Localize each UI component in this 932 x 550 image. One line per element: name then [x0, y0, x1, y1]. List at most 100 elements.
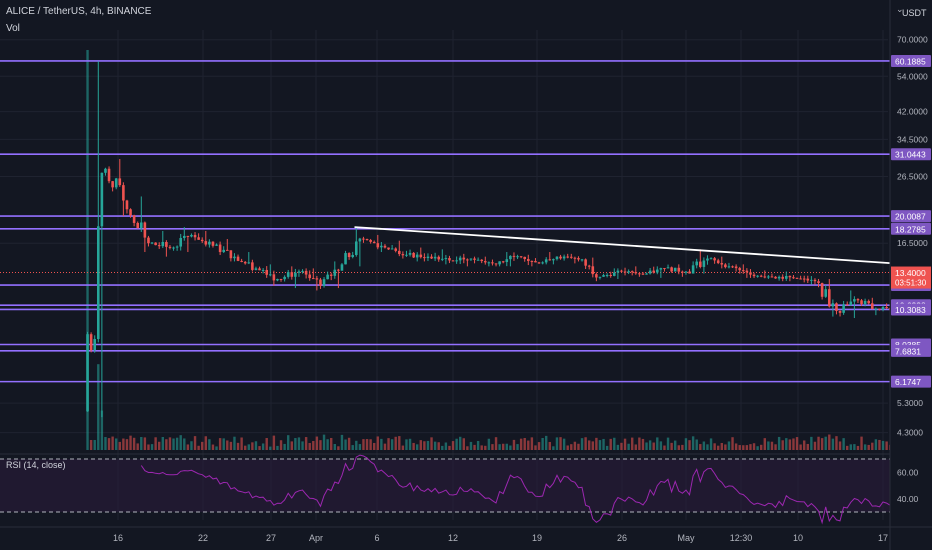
candle-body [405, 254, 408, 256]
volume-bar [190, 441, 193, 450]
currency-selector[interactable]: ⌄ USDT [896, 4, 927, 18]
candle-body [354, 241, 358, 255]
level-price-label: 6.1747 [895, 377, 921, 387]
candle-body [175, 246, 179, 248]
candle-body [741, 270, 745, 272]
candle-body [362, 238, 365, 240]
volume-bar [376, 436, 379, 450]
volume-bar [430, 437, 433, 450]
volume-bar [717, 445, 720, 450]
price-axis[interactable]: 70.0000 54.0000 42.0000 34.5000 26.5000 16.50… [889, 0, 932, 550]
volume-bar [315, 436, 319, 450]
level-price-tag [891, 54, 931, 67]
candle-body [423, 257, 426, 259]
volume-bar [129, 435, 132, 450]
candle-body [297, 271, 301, 273]
volume-bar [509, 445, 512, 450]
candle-body [358, 238, 362, 242]
volume-bar [849, 444, 852, 450]
volume-bar [871, 442, 874, 450]
candle-body [462, 257, 466, 260]
price-tick-label: 26.5000 [897, 172, 928, 182]
rsi-band [0, 459, 890, 512]
candle-body [530, 260, 534, 262]
candle-body [817, 281, 820, 284]
candle-body [448, 258, 451, 261]
volume-bar [777, 436, 781, 450]
volume-bar [423, 441, 426, 450]
candle-body [788, 275, 792, 278]
candle-body [243, 261, 247, 264]
candle-body [824, 289, 828, 297]
candle-body [713, 258, 716, 261]
volume-bar [530, 437, 534, 450]
time-axis[interactable]: 16 22 27 Apr 6 12 19 26 May 12:30 10 17 [0, 526, 932, 543]
time-tick-label: 16 [113, 533, 123, 543]
candle-body [534, 261, 537, 263]
candle-body [240, 260, 243, 262]
volume-bar [792, 438, 795, 450]
candle-body [580, 259, 584, 261]
candle-body [602, 275, 605, 277]
candle-body [147, 237, 150, 244]
volume-bar [688, 440, 691, 450]
candle-body [247, 262, 251, 264]
horizontal-levels[interactable] [0, 60, 890, 383]
current-price-tag [891, 266, 931, 289]
volume-bar [107, 438, 111, 450]
candle-body [838, 310, 842, 313]
candle-body [523, 256, 527, 260]
candle-body [526, 259, 530, 261]
candle-body [268, 274, 272, 276]
candle-body [179, 237, 183, 247]
candle-body [856, 299, 860, 301]
volume-bar [828, 434, 831, 450]
volume-bar [390, 439, 394, 450]
volume-bar [763, 438, 766, 450]
volume-bar [846, 445, 849, 450]
volume-bar [605, 445, 609, 450]
volume-bar [813, 441, 817, 450]
price-tick-label: 16.5000 [897, 238, 928, 248]
candle-body [827, 289, 831, 307]
candle-body [276, 278, 279, 281]
volume-bar [143, 437, 147, 450]
volume-bar [570, 444, 573, 450]
volume-bar [265, 438, 268, 450]
volume-bar [319, 440, 322, 450]
candle-body [419, 254, 423, 258]
candle-body [451, 260, 455, 262]
volume-bar [552, 446, 555, 450]
candle-body [225, 249, 229, 251]
level-price-label: 18.2785 [895, 224, 926, 234]
candle-body [466, 259, 469, 261]
volume-bar [573, 441, 577, 450]
volume-bar [835, 436, 838, 450]
candle-body [279, 278, 283, 280]
volume-bar [770, 441, 774, 450]
volume-bar [150, 444, 154, 450]
candle-body [645, 273, 648, 275]
trendline-segment[interactable] [354, 226, 932, 289]
volume-bar [738, 445, 741, 450]
volume-bar [172, 438, 175, 450]
volume-bar [398, 436, 401, 450]
candle-body [555, 256, 559, 260]
candle-body [329, 274, 333, 276]
candle-body [562, 256, 566, 259]
candle-body [681, 271, 684, 273]
candle-body [154, 242, 157, 246]
volume-bar [498, 444, 501, 450]
candle-body [799, 278, 802, 280]
candle-body [544, 259, 548, 263]
volume-bar [867, 444, 870, 450]
volume-bar [734, 443, 738, 450]
trendline[interactable] [354, 226, 932, 289]
volume-bar [355, 440, 358, 450]
candle-body [795, 277, 799, 279]
candle-body [552, 259, 555, 261]
volume-bar [462, 438, 465, 450]
candle-body [440, 258, 444, 260]
